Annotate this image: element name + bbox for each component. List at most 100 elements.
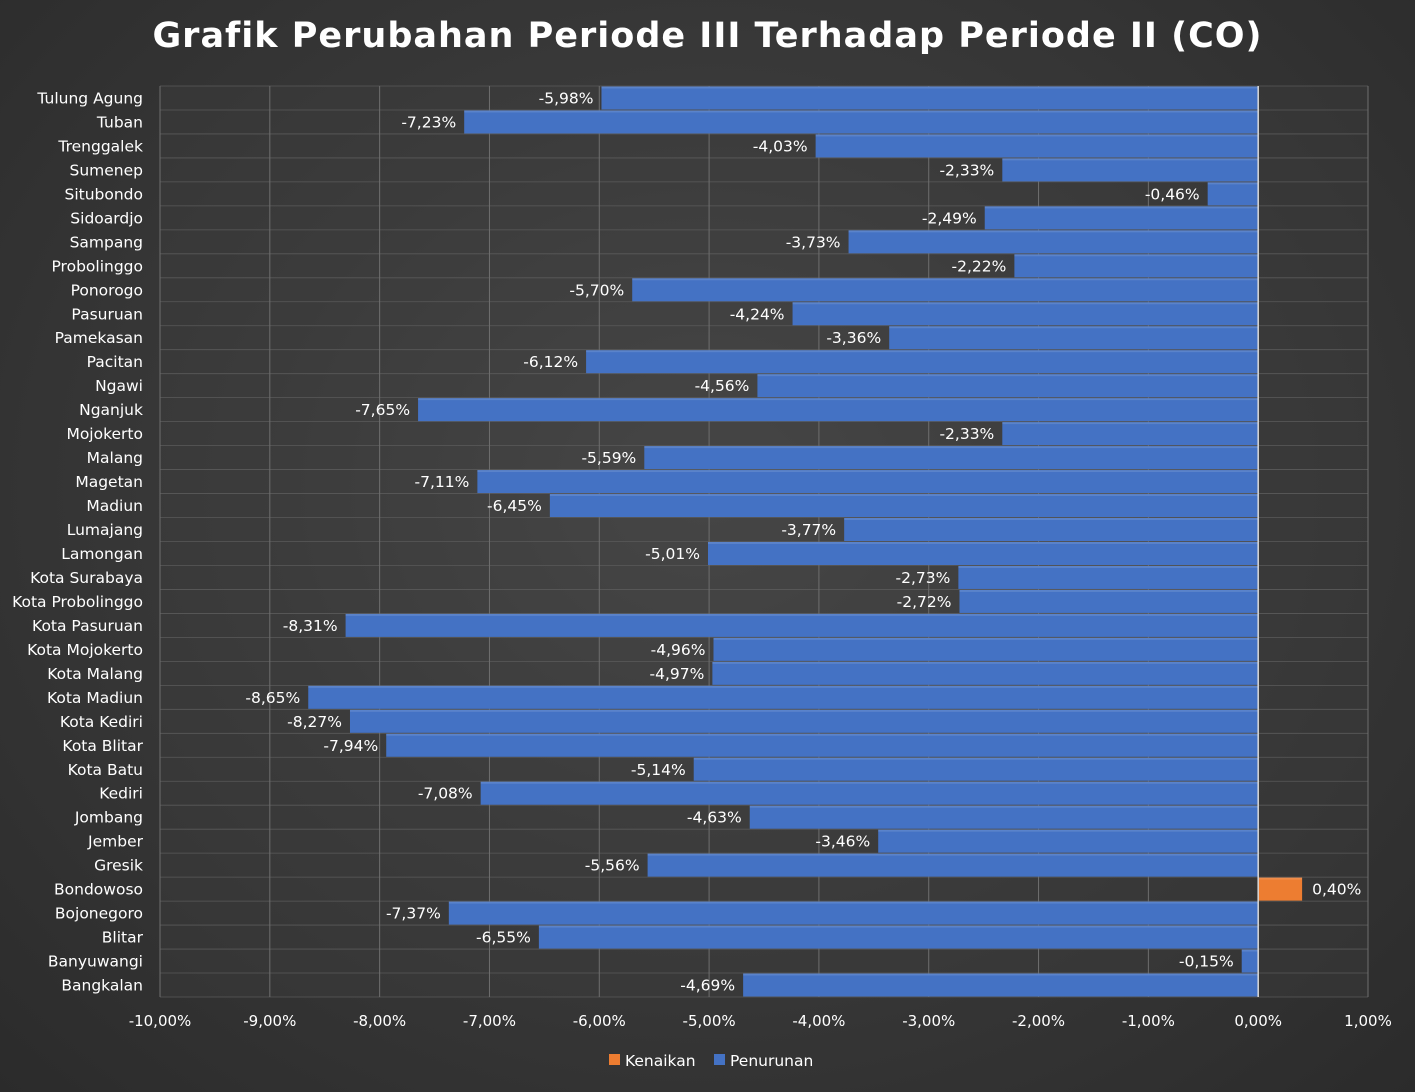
data-label: -0,15% (1179, 953, 1234, 971)
data-label: -3,77% (781, 521, 836, 539)
bar-highlight (815, 134, 1259, 137)
bar (1002, 422, 1259, 446)
bar (632, 278, 1259, 302)
category-label: Kota Kediri (60, 713, 143, 731)
category-label: Magetan (75, 473, 143, 491)
bar (345, 613, 1259, 637)
bar-highlight (308, 685, 1259, 688)
data-label: -2,72% (897, 593, 952, 611)
category-label: Kota Madiun (47, 689, 143, 707)
data-label: -4,03% (753, 137, 808, 155)
category-label: Jember (87, 833, 144, 851)
category-label: Mojokerto (66, 425, 143, 443)
data-label: -8,65% (245, 689, 300, 707)
bar (586, 350, 1259, 374)
data-label: -7,11% (415, 473, 470, 491)
data-label: -4,97% (650, 665, 705, 683)
bar-highlight (693, 757, 1259, 760)
legend-swatch (609, 1054, 620, 1065)
bar-highlight (757, 374, 1259, 377)
bar (743, 973, 1259, 997)
data-label: -2,49% (922, 209, 977, 227)
bar (308, 685, 1259, 709)
bar (1241, 949, 1259, 973)
data-label: -7,65% (355, 401, 410, 419)
bar-highlight (848, 230, 1259, 233)
category-label: Pacitan (87, 353, 143, 371)
bar (815, 134, 1259, 158)
data-label: -4,69% (680, 977, 735, 995)
category-label: Trenggalek (57, 137, 143, 155)
category-label: Bangkalan (61, 977, 143, 995)
category-label: Lumajang (67, 521, 143, 539)
category-label: Situbondo (64, 185, 143, 203)
category-label: Lamongan (61, 545, 143, 563)
data-label: -5,56% (585, 857, 640, 875)
bar (889, 326, 1259, 350)
data-label: -3,73% (786, 233, 841, 251)
category-label: Probolinggo (51, 257, 143, 275)
data-label: -5,59% (581, 449, 636, 467)
bar (480, 781, 1259, 805)
gridlines (159, 85, 1369, 998)
bar-highlight (480, 781, 1259, 784)
data-label: -6,12% (523, 353, 578, 371)
bar-highlight (878, 829, 1259, 832)
data-label: -2,33% (939, 161, 994, 179)
category-label: Blitar (102, 929, 144, 947)
x-tick-label: -4,00% (792, 1012, 845, 1030)
legend: Kenaikan Penurunan (609, 1052, 813, 1070)
x-tick-label: -7,00% (463, 1012, 516, 1030)
category-label: Malang (87, 449, 143, 467)
category-label: Sumenep (70, 161, 144, 179)
bar (958, 565, 1259, 589)
category-label: Kota Blitar (62, 737, 143, 755)
bar-highlight (792, 302, 1259, 305)
bar (538, 925, 1259, 949)
x-tick-label: -1,00% (1122, 1012, 1175, 1030)
data-label: -4,56% (695, 377, 750, 395)
data-label: -7,08% (418, 785, 473, 803)
bar-highlight (889, 326, 1259, 329)
bar-highlight (448, 901, 1259, 904)
category-label: Sidoardjo (70, 209, 143, 227)
data-label: -7,94% (323, 737, 378, 755)
bar (1002, 158, 1259, 182)
bar (984, 206, 1259, 230)
bar (712, 661, 1259, 685)
category-label: Bondowoso (54, 881, 143, 899)
category-label: Gresik (94, 857, 143, 875)
data-label: -4,96% (651, 641, 706, 659)
chart-title: Grafik Perubahan Periode III Terhadap Pe… (152, 16, 1263, 56)
bar (713, 637, 1259, 661)
data-label: -2,22% (952, 257, 1007, 275)
data-label: -5,14% (631, 761, 686, 779)
category-label: Ngawi (95, 377, 143, 395)
data-label: -7,37% (386, 905, 441, 923)
bar (959, 589, 1259, 613)
x-tick-label: -3,00% (902, 1012, 955, 1030)
data-label: -0,46% (1145, 185, 1200, 203)
bar-highlight (386, 733, 1259, 736)
data-labels: -5,98% -7,23% -4,03% -2,33% -0,46% -2,49% -3,7… (245, 89, 1361, 994)
bar (418, 398, 1259, 422)
x-tick-label: -6,00% (573, 1012, 626, 1030)
category-label: Pasuruan (71, 305, 143, 323)
bar-highlight (1002, 158, 1259, 161)
data-label: -3,46% (815, 833, 870, 851)
data-label: -8,31% (283, 617, 338, 635)
x-tick-label: 0,00% (1234, 1012, 1282, 1030)
bar-highlight (707, 541, 1259, 544)
bar-highlight (477, 470, 1259, 473)
x-tick-label: -10,00% (129, 1012, 192, 1030)
bar-highlight (984, 206, 1259, 209)
category-label: Kota Probolinggo (12, 593, 143, 611)
bar-highlight (1002, 422, 1259, 425)
category-label: Tulung Agung (36, 89, 143, 107)
data-label: -4,63% (687, 809, 742, 827)
data-label: -5,01% (645, 545, 700, 563)
category-label: Kota Mojokerto (27, 641, 143, 659)
x-tick-label: -2,00% (1012, 1012, 1065, 1030)
bar (848, 230, 1259, 254)
bar-highlight (1207, 182, 1259, 185)
